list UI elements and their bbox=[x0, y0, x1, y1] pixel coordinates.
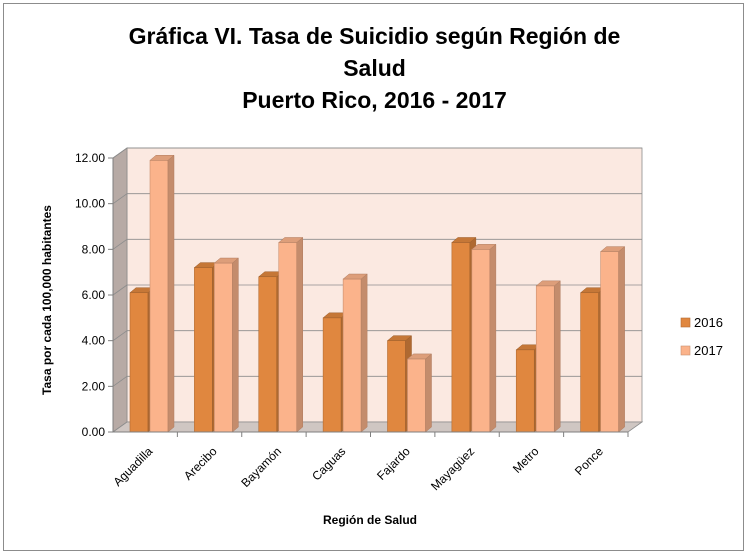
x-category-label: Arecibo bbox=[181, 444, 220, 483]
y-tick-label: 2.00 bbox=[82, 379, 106, 393]
bar-top bbox=[451, 237, 477, 243]
bar-front bbox=[515, 349, 535, 433]
bar-2017-caguas bbox=[342, 273, 368, 433]
bar-2017-metro bbox=[535, 280, 561, 433]
x-category-label: Mayagüez bbox=[428, 444, 477, 493]
bar-front bbox=[322, 317, 342, 433]
y-tick-label: 6.00 bbox=[82, 288, 106, 302]
bar-side bbox=[232, 257, 239, 433]
y-tick-labels: 0.00 2.00 4.00 6.00 8.00 10.00 12.00 bbox=[75, 151, 113, 439]
bar-2017-ponce bbox=[599, 246, 626, 433]
bar-front bbox=[407, 358, 426, 433]
chart-title-line-2: Salud bbox=[343, 55, 406, 81]
bar-side bbox=[489, 243, 497, 433]
bar-front bbox=[342, 278, 362, 433]
bar-front bbox=[387, 340, 406, 433]
gridline-side bbox=[112, 239, 128, 250]
bar-front bbox=[451, 242, 471, 433]
bar-top bbox=[386, 335, 413, 341]
gridline-side bbox=[112, 147, 128, 159]
bar-front bbox=[149, 159, 169, 433]
bars bbox=[129, 154, 626, 433]
bar-top bbox=[471, 244, 497, 250]
bar-top bbox=[535, 280, 561, 287]
bar-front bbox=[600, 251, 619, 433]
gridline-side bbox=[112, 376, 128, 387]
bar-front bbox=[278, 242, 298, 433]
chart-walls bbox=[111, 147, 644, 433]
chart-title-line-3: Puerto Rico, 2016 - 2017 bbox=[242, 87, 507, 113]
bar-top bbox=[149, 155, 175, 161]
bar-side bbox=[296, 236, 303, 433]
y-tick-label: 12.00 bbox=[75, 151, 105, 165]
bar-front bbox=[471, 249, 491, 433]
gridline-side bbox=[112, 284, 128, 296]
x-category-label: Fajardo bbox=[374, 444, 413, 483]
y-tick-label: 0.00 bbox=[82, 425, 106, 439]
chart-title: Gráfica VI. Tasa de Suicidio según Regió… bbox=[0, 20, 749, 116]
x-axis-label: Región de Salud bbox=[323, 513, 417, 527]
bar-side bbox=[618, 246, 625, 433]
legend: 2016 2017 bbox=[680, 315, 723, 358]
bar-top bbox=[599, 246, 626, 252]
y-axis-label: Tasa por cada 100,000 habitantes bbox=[40, 205, 54, 395]
bar-top bbox=[278, 237, 304, 243]
bar-2017-aguadilla bbox=[149, 154, 175, 433]
x-category-label: Caguas bbox=[309, 444, 348, 483]
y-tick-label: 8.00 bbox=[82, 242, 106, 256]
x-category-label: Ponce bbox=[572, 444, 606, 478]
bar-front bbox=[580, 292, 599, 433]
bar-top bbox=[342, 273, 368, 280]
bar-2017-mayagüez bbox=[471, 243, 497, 433]
gridline-side bbox=[112, 330, 128, 341]
x-category-label: Bayamón bbox=[238, 444, 284, 490]
x-category-label: Aguadilla bbox=[110, 444, 155, 489]
bar-2017-arecibo bbox=[213, 257, 240, 433]
bar-top bbox=[213, 257, 240, 264]
gridline-side bbox=[112, 193, 128, 204]
bar-side bbox=[167, 154, 175, 433]
x-category-labels: Aguadilla Arecibo Bayamón Caguas Fajardo Maya… bbox=[110, 444, 606, 493]
bar-front bbox=[535, 285, 555, 433]
legend-label-2017: 2017 bbox=[694, 343, 723, 358]
floor bbox=[111, 421, 644, 433]
bar-front bbox=[214, 262, 233, 433]
chart-title-line-1: Gráfica VI. Tasa de Suicidio según Regió… bbox=[128, 23, 621, 49]
y-tick-label: 4.00 bbox=[82, 334, 106, 348]
y-tick-label: 10.00 bbox=[75, 197, 105, 211]
bar-side bbox=[360, 273, 368, 433]
bar-front bbox=[194, 267, 213, 433]
bar-2017-bayamón bbox=[278, 236, 304, 433]
bar-front bbox=[258, 276, 278, 433]
legend-swatch-2017 bbox=[680, 345, 691, 356]
bar-front bbox=[129, 292, 149, 433]
legend-label-2016: 2016 bbox=[694, 315, 723, 330]
bar-top bbox=[406, 353, 433, 360]
bar-side bbox=[554, 280, 561, 433]
bar-2017-fajardo bbox=[406, 353, 433, 433]
x-category-label: Metro bbox=[510, 444, 542, 476]
bar-side bbox=[425, 353, 432, 433]
legend-swatch-2016 bbox=[680, 317, 691, 328]
